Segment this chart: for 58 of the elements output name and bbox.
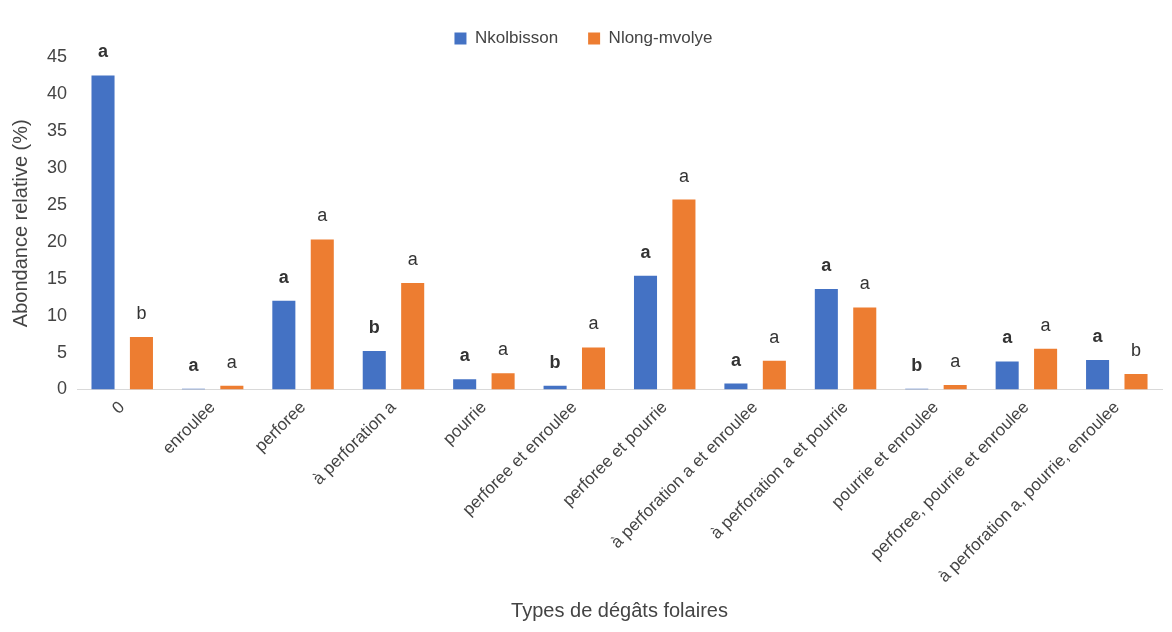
data-label: a [1040, 314, 1052, 335]
y-tick-label: 35 [46, 119, 68, 140]
data-label: a [588, 313, 600, 334]
bar [853, 307, 877, 390]
data-label: a [278, 266, 290, 287]
y-tick-label: 40 [46, 82, 68, 103]
y-tick-label: 10 [46, 304, 68, 325]
data-label: a [821, 254, 833, 275]
bar [581, 347, 606, 390]
bar [491, 373, 515, 390]
y-axis-title: Abondance relative (%) [8, 119, 31, 328]
data-label: a [407, 249, 419, 270]
x-axis-title: Types de dégâts folaires [511, 598, 728, 621]
data-label: b [1131, 339, 1142, 360]
y-tick-label: 0 [57, 378, 68, 399]
bar [401, 283, 425, 390]
data-label: a [730, 349, 742, 370]
data-label: b [368, 317, 380, 338]
x-tick-label: 0 [108, 397, 129, 418]
data-label: a [498, 339, 510, 360]
y-tick-label: 25 [46, 193, 68, 214]
data-label: a [317, 205, 329, 226]
data-label: b [911, 354, 923, 375]
bar [672, 199, 696, 390]
bar [362, 351, 386, 390]
data-label: a [640, 241, 652, 262]
legend-label: Nlong-mvolye [608, 28, 713, 48]
bar [633, 275, 658, 390]
bar [814, 289, 838, 390]
data-label: a [1092, 325, 1104, 346]
data-label: a [769, 326, 781, 347]
bar [1124, 373, 1148, 390]
bar [762, 360, 786, 390]
data-label: a [678, 165, 690, 186]
legend-label: Nkolbisson [474, 28, 559, 48]
data-label: a [1002, 327, 1014, 348]
y-tick-label: 45 [46, 45, 68, 66]
bar [453, 379, 477, 390]
bar [995, 361, 1019, 390]
bar [310, 239, 334, 390]
bar [1034, 348, 1058, 390]
data-label: a [459, 345, 471, 366]
bar [943, 385, 967, 390]
data-label: b [136, 303, 147, 323]
y-tick-label: 15 [46, 267, 68, 288]
bar [91, 75, 115, 390]
bar [1086, 359, 1110, 390]
data-label: a [859, 273, 871, 294]
y-tick-label: 5 [57, 341, 68, 362]
bar [272, 300, 296, 390]
bar [129, 337, 153, 390]
y-tick-label: 30 [46, 156, 68, 177]
data-label: a [98, 41, 110, 62]
data-label: a [226, 351, 238, 372]
data-label: a [950, 351, 962, 372]
data-label: b [549, 351, 561, 372]
data-label: a [188, 354, 200, 375]
y-tick-label: 20 [46, 230, 68, 251]
